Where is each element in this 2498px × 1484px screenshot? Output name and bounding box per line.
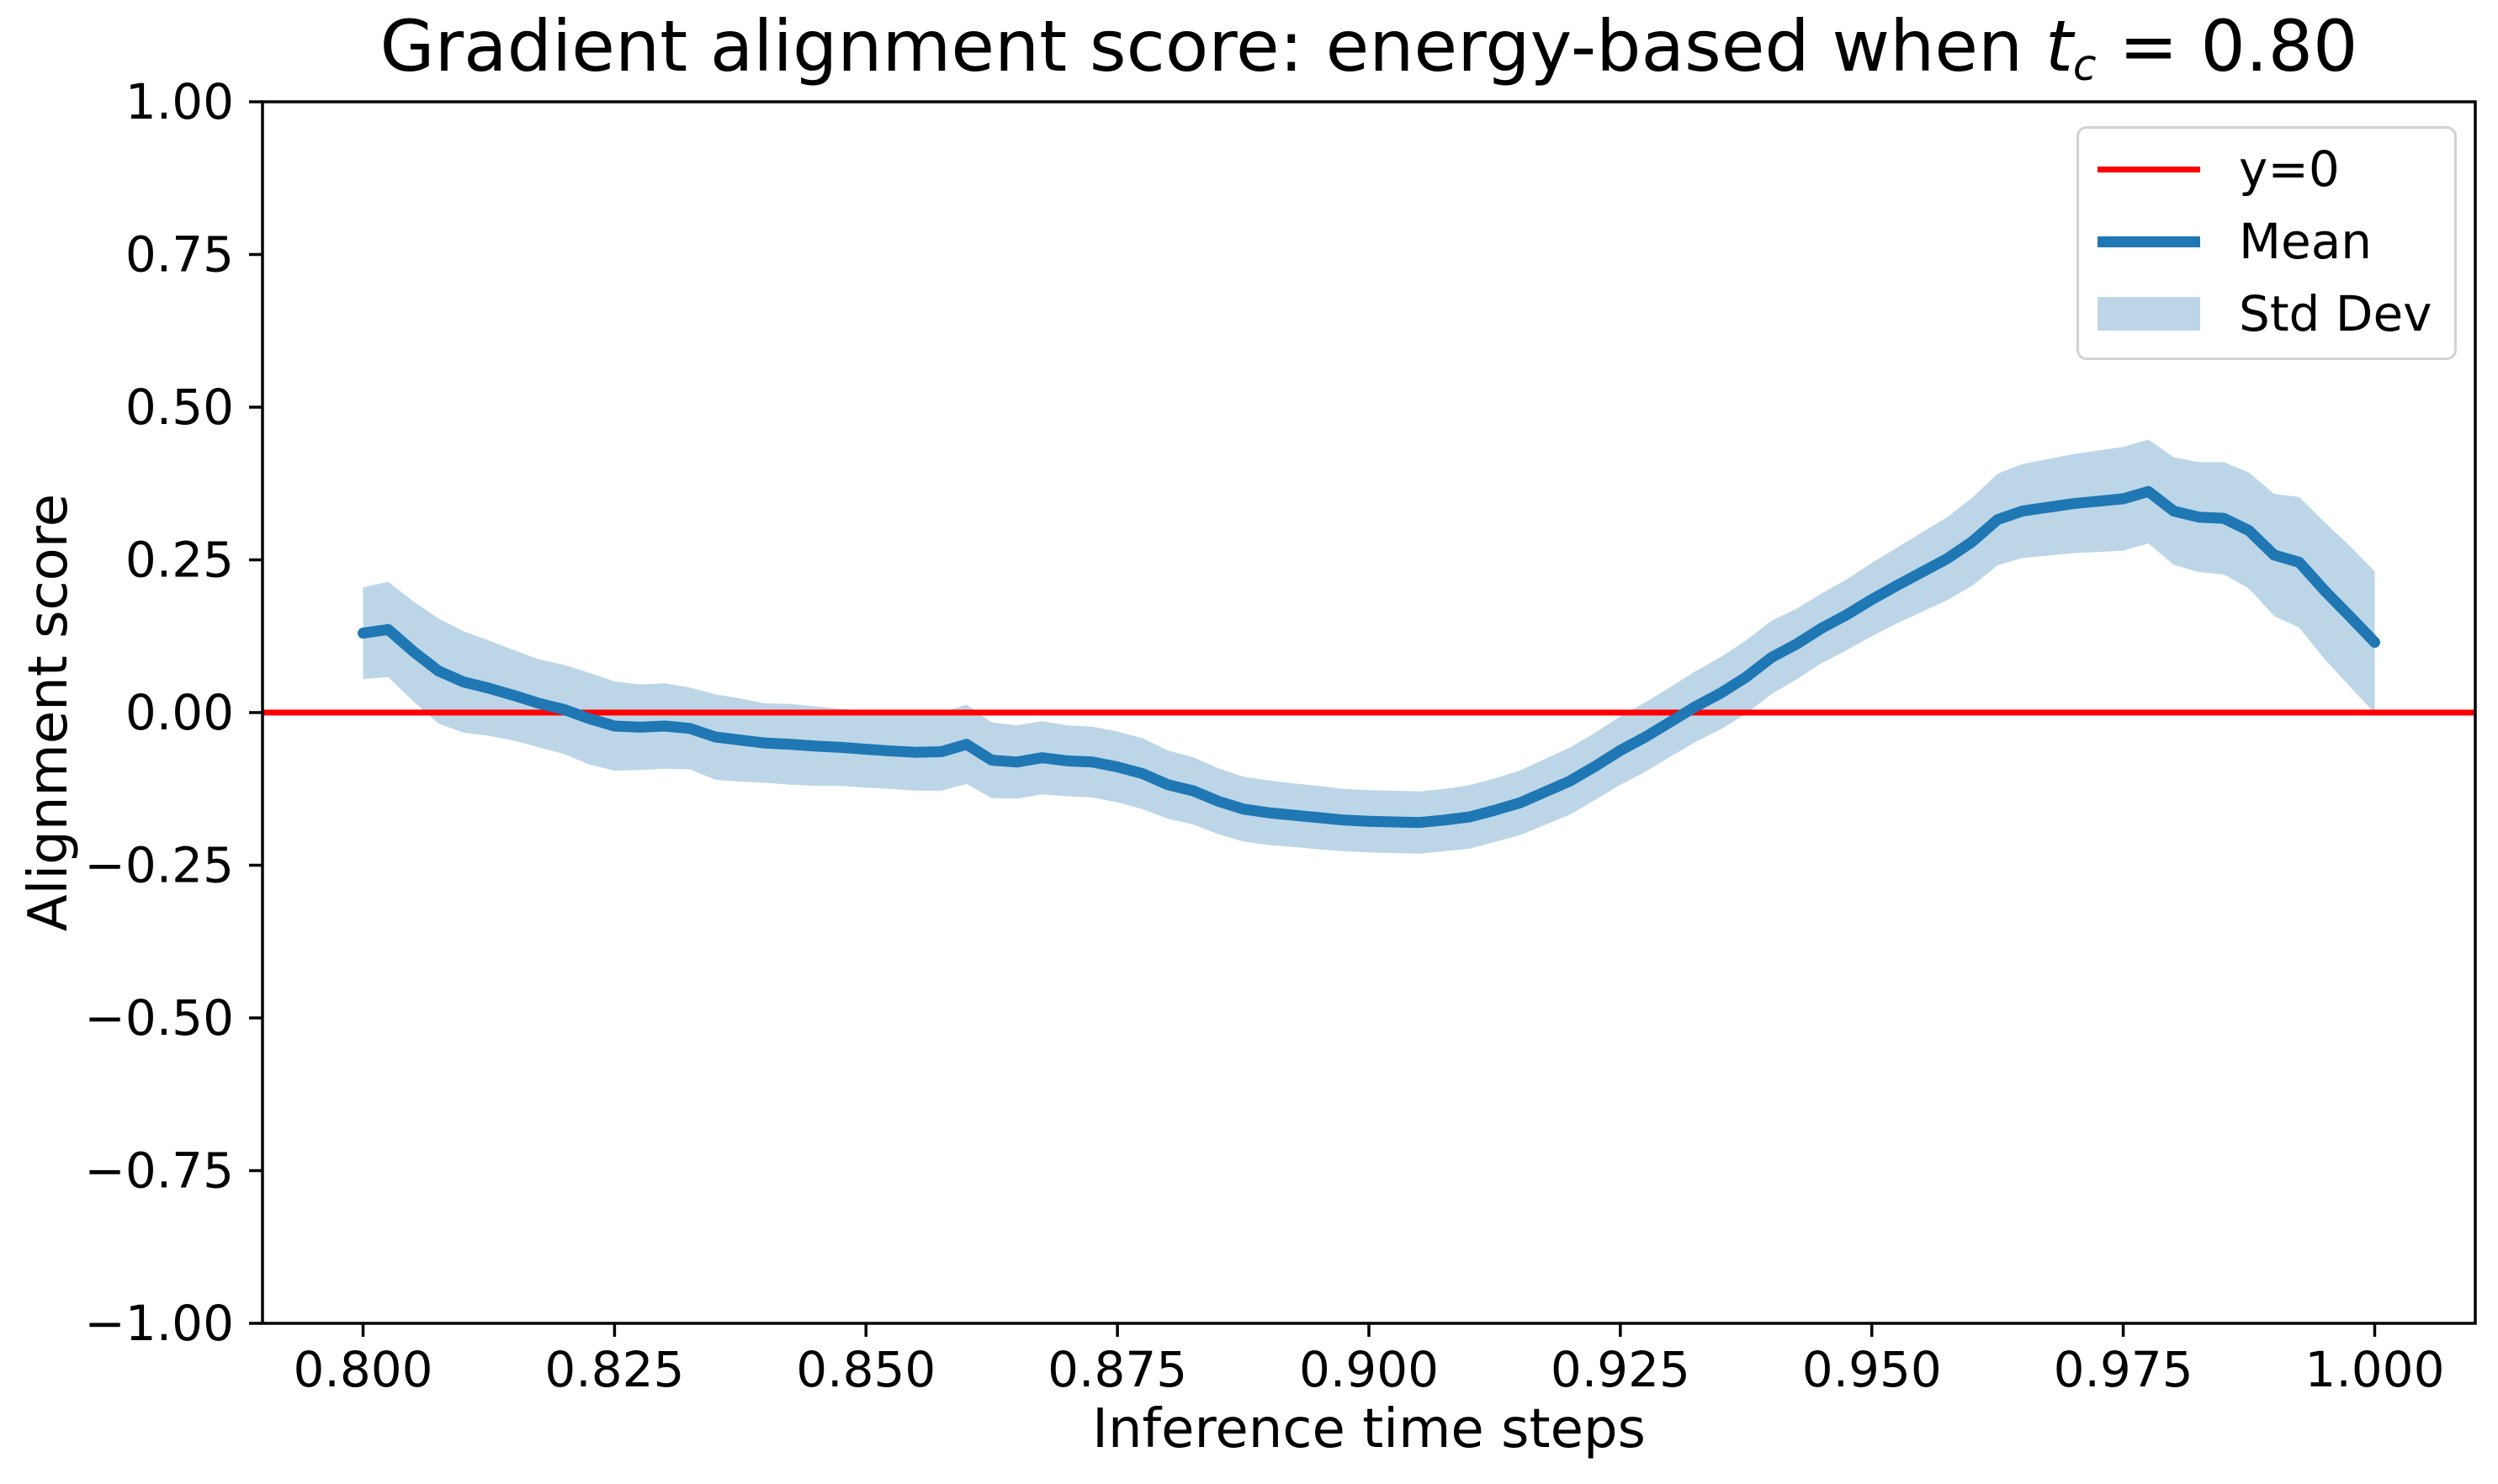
chart-title: Gradient alignment score: energy-based w… [263,0,2475,103]
std-dev-swatch-icon [2098,297,2200,331]
title-math-subscript: c [2072,40,2097,91]
zero-line-swatch-icon [2098,166,2200,172]
title-text: Gradient alignment score: energy-based w… [379,5,2045,87]
legend-item-zero-line: y=0 [2098,133,2454,205]
y-tick-label: 0.00 [125,684,234,741]
y-tick-label: 0.75 [125,226,234,284]
x-tick-label: 0.950 [1802,1341,1942,1398]
x-axis-label: Inference time steps [1092,1398,1646,1460]
y-axis-label: Alignment score [18,493,80,932]
x-tick-label: 0.900 [1299,1341,1439,1398]
legend-item-std-dev: Std Dev [2098,278,2454,350]
mean-line-swatch-icon [2098,236,2200,247]
legend-item-mean: Mean [2098,205,2454,278]
legend: y=0 Mean Std Dev [2076,126,2457,360]
y-tick-label: 0.25 [125,532,234,589]
y-tick-label: −1.00 [84,1295,234,1352]
title-suffix: = 0.80 [2096,5,2358,87]
x-tick-label: 0.875 [1047,1341,1187,1398]
y-tick-label: −0.75 [84,1142,234,1200]
legend-label-mean: Mean [2239,213,2373,270]
legend-label-std-dev: Std Dev [2239,285,2432,342]
x-tick-label: 0.850 [796,1341,936,1398]
x-tick-label: 0.825 [544,1341,684,1398]
x-tick-label: 0.800 [294,1341,433,1398]
y-tick-label: 1.00 [125,73,234,130]
x-tick-label: 0.925 [1551,1341,1690,1398]
mean-line [358,485,2380,829]
title-math-variable: t [2045,5,2073,87]
y-tick-label: −0.25 [84,837,234,894]
y-tick-label: −0.50 [84,989,234,1047]
legend-label-zero-line: y=0 [2239,140,2340,198]
x-tick-label: 0.975 [2054,1341,2193,1398]
x-tick-label: 1.000 [2304,1341,2444,1398]
y-tick-label: 0.50 [125,379,234,436]
